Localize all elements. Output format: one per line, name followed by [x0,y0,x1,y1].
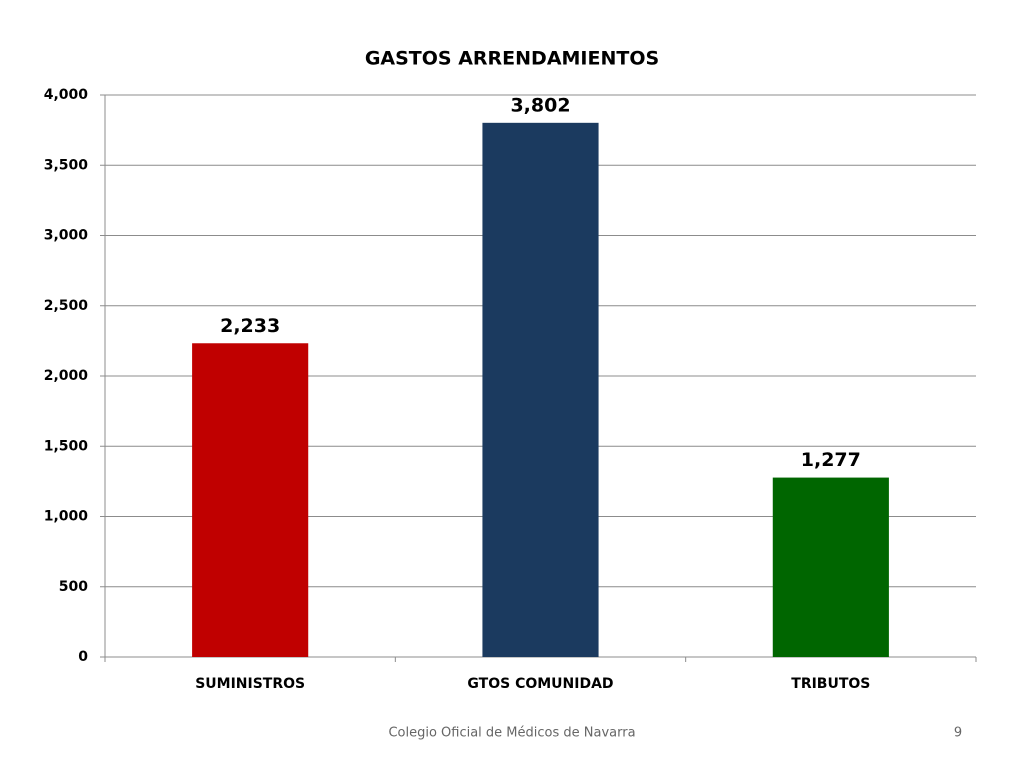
data-label: 2,233 [220,315,280,337]
y-tick-label: 2,500 [44,298,89,314]
page-number: 9 [954,726,962,741]
y-tick-label: 2,000 [44,368,89,384]
y-tick-label: 3,500 [44,157,89,173]
y-tick-label: 0 [78,649,88,665]
bar [482,122,599,658]
footer-text: Colegio Oficial de Médicos de Navarra [388,726,635,741]
data-label: 1,277 [801,449,861,471]
x-tick-label: TRIBUTOS [791,676,870,692]
bar [772,477,889,657]
data-label: 3,802 [510,94,570,116]
bar [192,343,309,657]
x-tick-label: GTOS COMUNIDAD [467,676,613,692]
y-tick-label: 1,000 [44,509,89,525]
x-tick-label: SUMINISTROS [195,676,305,692]
y-tick-label: 4,000 [44,87,89,103]
y-tick-label: 1,500 [44,438,89,454]
y-tick-label: 500 [59,579,88,595]
chart-title: GASTOS ARRENDAMIENTOS [365,48,659,70]
y-tick-label: 3,000 [44,228,89,244]
